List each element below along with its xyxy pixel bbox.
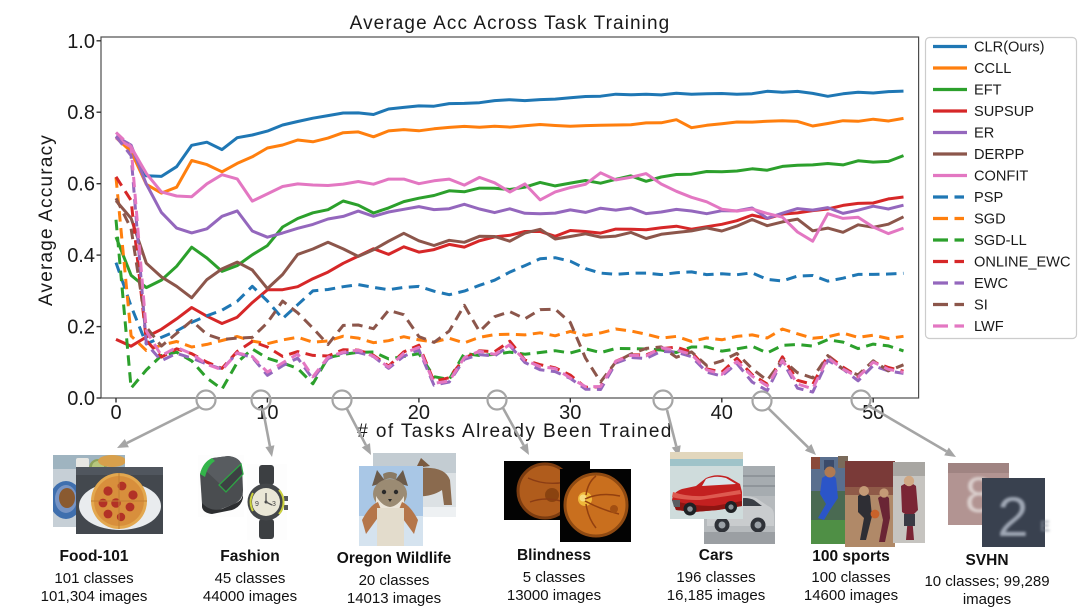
- svg-text:images: images: [963, 591, 1011, 608]
- svg-text:0.8: 0.8: [67, 102, 95, 124]
- svg-text:Oregon Wildlife: Oregon Wildlife: [337, 550, 452, 567]
- svg-text:14600 images: 14600 images: [804, 587, 898, 604]
- svg-text:13000 images: 13000 images: [507, 587, 601, 604]
- svg-text:SUPSUP: SUPSUP: [974, 104, 1034, 120]
- svg-text:0: 0: [110, 402, 121, 424]
- svg-text:16,185 images: 16,185 images: [667, 587, 765, 604]
- svg-text:44000 images: 44000 images: [203, 588, 297, 605]
- svg-text:10: 10: [256, 402, 278, 424]
- svg-text:5 classes: 5 classes: [523, 569, 586, 586]
- svg-text:PSP: PSP: [974, 190, 1003, 206]
- svg-text:Food-101: Food-101: [60, 548, 129, 565]
- svg-text:0.0: 0.0: [67, 388, 95, 410]
- svg-text:100 sports: 100 sports: [812, 548, 890, 565]
- svg-text:SVHN: SVHN: [965, 552, 1008, 569]
- svg-text:100 classes: 100 classes: [811, 569, 890, 586]
- svg-text:CCLL: CCLL: [974, 61, 1011, 77]
- svg-text:14013 images: 14013 images: [347, 590, 441, 607]
- svg-text:40: 40: [711, 402, 733, 424]
- svg-text:0.6: 0.6: [67, 174, 95, 196]
- svg-text:Average Accuracy: Average Accuracy: [36, 134, 57, 306]
- svg-text:20 classes: 20 classes: [359, 572, 430, 589]
- svg-text:EWC: EWC: [974, 276, 1008, 292]
- svg-text:0.4: 0.4: [67, 245, 95, 267]
- svg-text:EFT: EFT: [974, 83, 1002, 99]
- svg-text:0.2: 0.2: [67, 317, 95, 339]
- svg-text:9: 9: [255, 501, 259, 508]
- svg-text:E: E: [1040, 518, 1050, 535]
- svg-text:CONFIT: CONFIT: [974, 169, 1028, 185]
- svg-text:ONLINE_EWC: ONLINE_EWC: [974, 255, 1071, 271]
- svg-text:# of Tasks Already Been Traine: # of Tasks Already Been Trained: [357, 421, 673, 442]
- svg-text:10 classes; 99,289: 10 classes; 99,289: [924, 573, 1049, 590]
- svg-text:Blindness: Blindness: [517, 547, 591, 564]
- svg-text:196 classes: 196 classes: [676, 569, 755, 586]
- svg-text:CLR(Ours): CLR(Ours): [974, 40, 1045, 56]
- svg-text:30: 30: [559, 402, 581, 424]
- svg-text:1.0: 1.0: [67, 31, 95, 53]
- svg-text:SGD: SGD: [974, 212, 1006, 228]
- svg-text:LWF: LWF: [974, 319, 1004, 335]
- svg-text:Cars: Cars: [699, 547, 733, 564]
- svg-text:SI: SI: [974, 298, 988, 314]
- svg-text:ER: ER: [974, 126, 994, 142]
- svg-text:101,304 images: 101,304 images: [41, 588, 148, 605]
- svg-text:2: 2: [997, 485, 1028, 548]
- svg-text:3: 3: [272, 501, 276, 508]
- svg-text:SGD-LL: SGD-LL: [974, 233, 1027, 249]
- svg-text:Fashion: Fashion: [220, 548, 279, 565]
- svg-text:101 classes: 101 classes: [54, 570, 133, 587]
- svg-text:Average Acc Across Task Traini: Average Acc Across Task Training: [350, 13, 671, 34]
- svg-text:45 classes: 45 classes: [215, 570, 286, 587]
- svg-text:20: 20: [408, 402, 430, 424]
- svg-text:DERPP: DERPP: [974, 147, 1024, 163]
